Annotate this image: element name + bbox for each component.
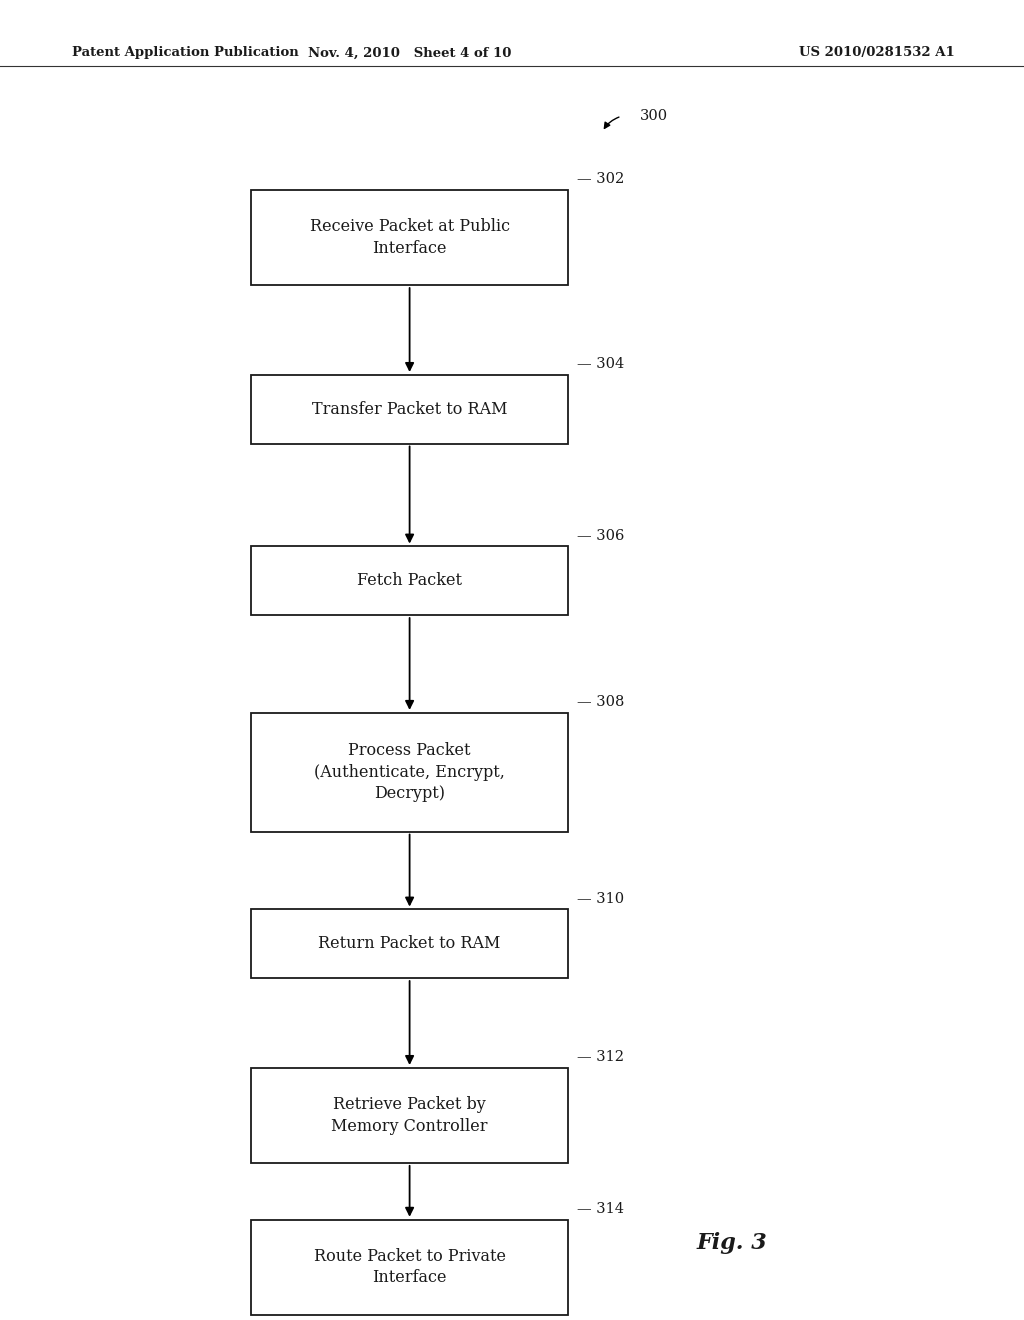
Text: Route Packet to Private
Interface: Route Packet to Private Interface	[313, 1247, 506, 1287]
Text: Patent Application Publication: Patent Application Publication	[72, 46, 298, 59]
Text: — 310: — 310	[577, 891, 624, 906]
FancyBboxPatch shape	[251, 546, 568, 615]
Text: Return Packet to RAM: Return Packet to RAM	[318, 936, 501, 952]
Text: — 314: — 314	[577, 1201, 624, 1216]
Text: Transfer Packet to RAM: Transfer Packet to RAM	[312, 401, 507, 417]
FancyBboxPatch shape	[251, 1068, 568, 1163]
Text: Fetch Packet: Fetch Packet	[357, 573, 462, 589]
FancyBboxPatch shape	[251, 1220, 568, 1315]
Text: Retrieve Packet by
Memory Controller: Retrieve Packet by Memory Controller	[332, 1096, 487, 1135]
FancyBboxPatch shape	[251, 713, 568, 832]
Text: Process Packet
(Authenticate, Encrypt,
Decrypt): Process Packet (Authenticate, Encrypt, D…	[314, 742, 505, 803]
Text: 300: 300	[640, 110, 668, 123]
Text: Nov. 4, 2010   Sheet 4 of 10: Nov. 4, 2010 Sheet 4 of 10	[308, 46, 511, 59]
Text: — 302: — 302	[577, 172, 624, 186]
Text: — 306: — 306	[577, 528, 624, 543]
FancyBboxPatch shape	[251, 909, 568, 978]
FancyBboxPatch shape	[251, 190, 568, 285]
Text: — 304: — 304	[577, 356, 624, 371]
Text: Receive Packet at Public
Interface: Receive Packet at Public Interface	[309, 218, 510, 257]
Text: Fig. 3: Fig. 3	[696, 1233, 767, 1254]
Text: — 308: — 308	[577, 694, 624, 709]
Text: US 2010/0281532 A1: US 2010/0281532 A1	[799, 46, 954, 59]
Text: — 312: — 312	[577, 1049, 624, 1064]
FancyBboxPatch shape	[251, 375, 568, 444]
